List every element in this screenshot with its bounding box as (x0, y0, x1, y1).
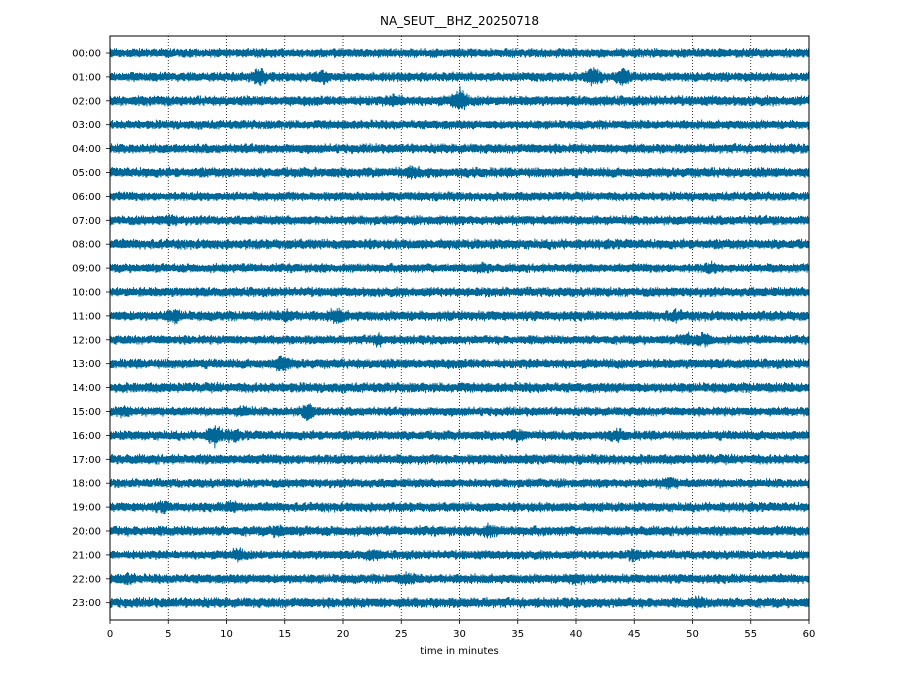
y-tick-label: 19:00 (72, 503, 101, 514)
x-tick-label: 45 (628, 629, 641, 640)
seismogram-trace-0600 (109, 191, 810, 202)
y-tick-label: 08:00 (72, 240, 101, 251)
seismogram-trace-2100 (109, 547, 810, 563)
y-tick-label: 03:00 (72, 120, 101, 131)
x-tick-label: 15 (278, 629, 291, 640)
seismogram-trace-1100 (109, 307, 810, 325)
x-tick-label: 10 (220, 629, 233, 640)
y-tick-label: 20:00 (72, 527, 101, 538)
seismogram-trace-0000 (109, 47, 810, 59)
seismogram-trace-0900 (109, 260, 810, 275)
x-tick-label: 35 (511, 629, 524, 640)
seismogram-trace-1500 (109, 403, 810, 421)
y-tick-label: 16:00 (72, 431, 101, 442)
y-tick-label: 01:00 (72, 72, 101, 83)
seismogram-trace-2300 (109, 595, 810, 610)
x-tick-label: 60 (803, 629, 816, 640)
y-tick-label: 14:00 (72, 383, 101, 394)
x-tick-label: 40 (570, 629, 583, 640)
y-tick-label: 00:00 (72, 49, 101, 60)
seismogram-trace-1300 (109, 355, 810, 372)
y-tick-label: 17:00 (72, 455, 101, 466)
y-axis-ticks: 00:00 01:00 02:00 03:00 04:00 05:00 06:00 07:00… (72, 49, 110, 609)
seismogram-trace-1800 (109, 477, 810, 490)
x-tick-label: 25 (395, 629, 408, 640)
x-tick-label: 5 (165, 629, 171, 640)
x-axis-ticks: 0 5 10 15 20 25 30 35 40 45 50 55 60 (107, 620, 816, 640)
x-tick-label: 20 (337, 629, 350, 640)
seismogram-traces (109, 47, 810, 610)
y-tick-label: 10:00 (72, 288, 101, 299)
seismogram-trace-1900 (109, 500, 810, 514)
seismogram-trace-0300 (109, 119, 810, 130)
y-tick-label: 13:00 (72, 359, 101, 370)
y-tick-label: 12:00 (72, 335, 101, 346)
y-tick-label: 07:00 (72, 216, 101, 227)
seismogram-trace-0400 (109, 143, 810, 155)
y-tick-label: 05:00 (72, 168, 101, 179)
y-tick-label: 02:00 (72, 96, 101, 107)
y-tick-label: 15:00 (72, 407, 101, 418)
x-tick-label: 55 (744, 629, 757, 640)
seismogram-trace-2200 (109, 571, 810, 586)
seismogram-trace-0500 (109, 165, 810, 180)
chart-title: NA_SEUT__BHZ_20250718 (380, 14, 539, 28)
seismogram-trace-1200 (109, 331, 810, 348)
seismogram-trace-1700 (109, 453, 810, 466)
seismogram-trace-0700 (109, 214, 810, 227)
y-tick-label: 22:00 (72, 574, 101, 585)
y-tick-label: 21:00 (72, 550, 101, 561)
x-tick-label: 0 (107, 629, 113, 640)
y-tick-label: 11:00 (72, 311, 101, 322)
y-tick-label: 06:00 (72, 192, 101, 203)
x-tick-label: 30 (453, 629, 466, 640)
y-tick-label: 09:00 (72, 264, 101, 275)
y-tick-label: 18:00 (72, 479, 101, 490)
seismogram-trace-1400 (109, 381, 810, 394)
y-tick-label: 04:00 (72, 144, 101, 155)
seismogram-trace-0200 (109, 86, 810, 111)
y-tick-label: 23:00 (72, 598, 101, 609)
seismogram-trace-1000 (109, 286, 810, 298)
seismogram-trace-0100 (109, 67, 810, 87)
grid-lines (167, 36, 752, 620)
seismogram-trace-0800 (109, 238, 810, 250)
x-tick-label: 50 (686, 629, 699, 640)
seismogram-trace-1600 (109, 425, 810, 449)
seismogram-trace-2000 (109, 522, 810, 539)
x-axis-label: time in minutes (420, 646, 499, 657)
